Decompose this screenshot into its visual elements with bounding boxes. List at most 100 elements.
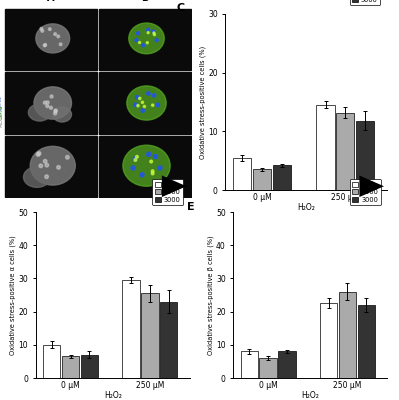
Circle shape: [43, 160, 47, 163]
Legend: 750, 1500, 3000: 750, 1500, 3000: [152, 179, 183, 206]
Circle shape: [50, 95, 53, 98]
Circle shape: [133, 157, 137, 161]
Bar: [316, 105, 335, 190]
Bar: [320, 303, 337, 378]
Text: Alpha: Alpha: [0, 95, 3, 113]
Circle shape: [146, 42, 148, 44]
Bar: [141, 293, 158, 378]
Circle shape: [153, 32, 155, 34]
Circle shape: [54, 110, 57, 113]
Polygon shape: [162, 176, 186, 197]
Bar: [99, 136, 191, 197]
Ellipse shape: [24, 167, 51, 187]
Circle shape: [46, 101, 49, 104]
Circle shape: [59, 43, 62, 46]
Bar: [253, 170, 271, 190]
Circle shape: [151, 170, 154, 172]
Circle shape: [155, 38, 158, 42]
Circle shape: [150, 160, 152, 163]
Ellipse shape: [127, 86, 166, 120]
Circle shape: [152, 94, 156, 97]
Circle shape: [44, 44, 47, 46]
Bar: [336, 112, 354, 190]
Circle shape: [48, 28, 51, 30]
Legend: 750, 1500, 3000: 750, 1500, 3000: [350, 179, 381, 206]
Circle shape: [136, 156, 138, 158]
Text: B: B: [141, 0, 148, 3]
Bar: [122, 280, 140, 378]
Circle shape: [54, 33, 57, 36]
Circle shape: [152, 30, 155, 33]
Ellipse shape: [53, 107, 71, 122]
Circle shape: [158, 166, 162, 170]
Circle shape: [137, 104, 139, 107]
Circle shape: [147, 28, 150, 31]
Bar: [259, 358, 277, 378]
Legend: 750, 1500, 3000: 750, 1500, 3000: [350, 0, 381, 5]
Circle shape: [139, 97, 141, 100]
Circle shape: [65, 156, 69, 159]
Text: C: C: [177, 4, 185, 14]
Bar: [339, 292, 356, 378]
Circle shape: [43, 101, 46, 104]
Text: A: A: [47, 0, 55, 3]
Polygon shape: [359, 176, 384, 197]
Circle shape: [156, 103, 160, 107]
Text: ROS: ROS: [0, 114, 3, 126]
Circle shape: [43, 44, 46, 47]
Circle shape: [135, 96, 139, 99]
Bar: [5, 136, 97, 197]
Circle shape: [49, 106, 52, 109]
Bar: [278, 352, 296, 378]
Circle shape: [36, 153, 40, 156]
Ellipse shape: [30, 146, 75, 185]
X-axis label: H₂O₂: H₂O₂: [301, 391, 319, 400]
X-axis label: H₂O₂: H₂O₂: [297, 203, 315, 212]
Circle shape: [141, 109, 144, 112]
Text: E: E: [188, 202, 195, 212]
Circle shape: [135, 38, 138, 42]
Ellipse shape: [123, 145, 170, 186]
Circle shape: [54, 112, 57, 115]
Bar: [99, 72, 191, 134]
Circle shape: [45, 163, 49, 167]
Circle shape: [134, 158, 137, 161]
Ellipse shape: [28, 104, 51, 121]
Circle shape: [154, 34, 156, 36]
Circle shape: [134, 103, 137, 107]
Bar: [273, 165, 291, 190]
Circle shape: [57, 166, 60, 169]
Circle shape: [147, 92, 150, 95]
Circle shape: [41, 30, 43, 32]
Circle shape: [45, 175, 48, 178]
Bar: [81, 355, 98, 378]
Bar: [241, 352, 258, 378]
Y-axis label: Oxidative stress-positive cells (%): Oxidative stress-positive cells (%): [200, 45, 206, 159]
Circle shape: [143, 105, 146, 108]
Text: Beta: Beta: [0, 105, 3, 119]
Bar: [99, 9, 191, 70]
Circle shape: [147, 152, 151, 156]
Bar: [160, 302, 178, 378]
Circle shape: [131, 166, 135, 170]
Circle shape: [142, 44, 145, 47]
Ellipse shape: [36, 24, 69, 53]
Circle shape: [141, 101, 144, 104]
Circle shape: [154, 154, 158, 159]
Bar: [358, 305, 375, 378]
Circle shape: [151, 172, 154, 175]
Y-axis label: Oxidative stress-positive β cells (%): Oxidative stress-positive β cells (%): [207, 235, 214, 355]
Bar: [5, 72, 97, 134]
Bar: [233, 158, 251, 190]
Circle shape: [54, 109, 57, 112]
Circle shape: [39, 164, 43, 168]
Ellipse shape: [129, 23, 164, 54]
Bar: [5, 9, 97, 70]
Circle shape: [140, 173, 144, 177]
X-axis label: H₂O₂: H₂O₂: [104, 391, 122, 400]
Ellipse shape: [34, 87, 71, 119]
Circle shape: [46, 104, 49, 108]
Circle shape: [136, 32, 140, 35]
Circle shape: [152, 104, 154, 106]
Circle shape: [37, 152, 41, 155]
